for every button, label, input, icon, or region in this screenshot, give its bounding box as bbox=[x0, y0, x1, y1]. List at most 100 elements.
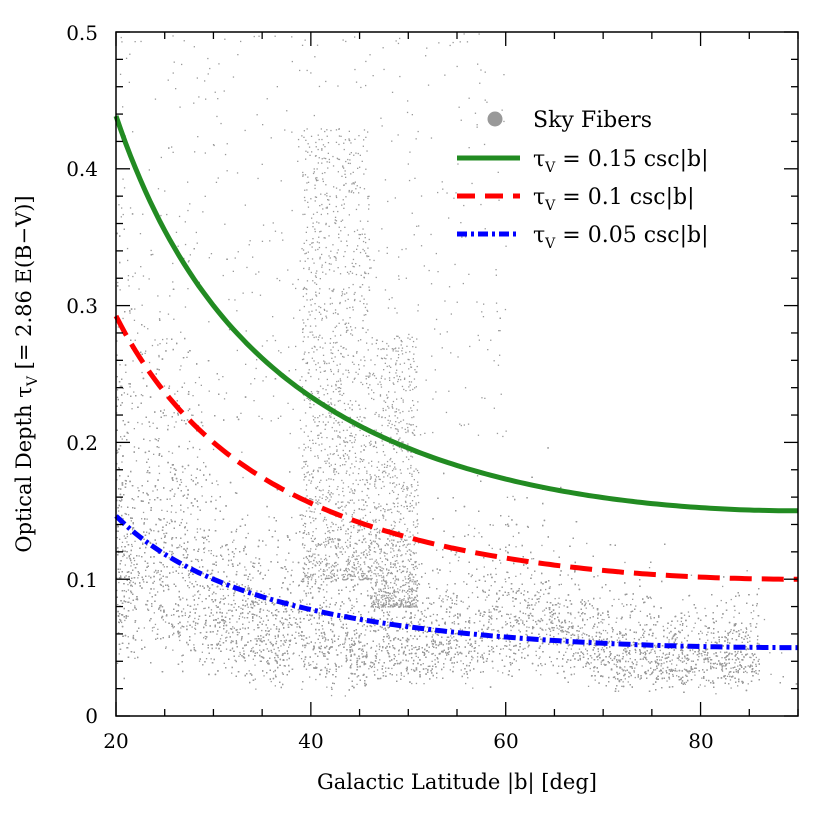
scatter-point bbox=[543, 593, 545, 595]
scatter-point bbox=[153, 530, 155, 532]
scatter-point bbox=[726, 675, 729, 677]
scatter-point bbox=[538, 657, 540, 660]
scatter-point bbox=[171, 545, 173, 547]
scatter-point bbox=[147, 608, 149, 610]
scatter-point bbox=[713, 637, 715, 639]
scatter-point bbox=[756, 605, 758, 607]
scatter-point bbox=[334, 662, 336, 665]
scatter-point bbox=[278, 650, 280, 652]
scatter-point bbox=[315, 548, 317, 550]
scatter-point bbox=[247, 598, 249, 600]
scatter-point bbox=[427, 665, 429, 667]
scatter-point bbox=[483, 566, 485, 568]
scatter-point bbox=[221, 555, 223, 557]
scatter-point bbox=[315, 678, 317, 681]
scatter-point bbox=[323, 636, 325, 638]
scatter-point bbox=[554, 598, 556, 600]
scatter-point bbox=[248, 670, 250, 672]
scatter-point bbox=[146, 518, 148, 520]
scatter-point bbox=[153, 571, 155, 573]
scatter-point bbox=[134, 540, 136, 542]
scatter-point bbox=[164, 190, 166, 192]
scatter-point bbox=[118, 510, 120, 512]
scatter-point bbox=[298, 654, 300, 657]
scatter-point bbox=[525, 563, 527, 565]
scatter-point bbox=[746, 637, 748, 640]
scatter-point bbox=[394, 655, 396, 658]
scatter-point bbox=[692, 653, 694, 655]
scatter-point bbox=[258, 616, 261, 618]
scatter-point bbox=[444, 658, 447, 660]
scatter-point bbox=[254, 638, 256, 640]
scatter-point bbox=[746, 628, 748, 630]
scatter-point bbox=[251, 648, 253, 650]
scatter-point bbox=[350, 609, 352, 612]
scatter-point bbox=[125, 590, 127, 593]
scatter-point bbox=[305, 595, 308, 597]
scatter-point bbox=[402, 584, 404, 587]
scatter-points bbox=[116, 33, 798, 697]
scatter-point bbox=[210, 550, 212, 552]
scatter-point bbox=[316, 500, 319, 503]
scatter-point bbox=[233, 599, 235, 602]
scatter-point bbox=[451, 637, 453, 639]
scatter-point bbox=[423, 615, 425, 617]
scatter-point bbox=[388, 634, 390, 637]
scatter-point bbox=[120, 436, 122, 438]
scatter-point bbox=[685, 675, 688, 677]
scatter-point bbox=[624, 678, 626, 680]
scatter-point bbox=[497, 670, 499, 672]
scatter-point bbox=[681, 612, 683, 614]
scatter-point bbox=[428, 651, 430, 653]
scatter-point bbox=[328, 606, 331, 608]
scatter-point bbox=[204, 635, 206, 638]
scatter-point bbox=[142, 511, 145, 514]
scatter-point bbox=[385, 670, 387, 673]
scatter-point bbox=[151, 627, 154, 629]
scatter-point bbox=[551, 626, 553, 629]
scatter-point bbox=[190, 474, 193, 476]
scatter-point bbox=[652, 648, 654, 650]
scatter-point bbox=[258, 626, 260, 629]
scatter-point bbox=[304, 646, 306, 649]
scatter-point bbox=[577, 634, 579, 636]
scatter-point bbox=[350, 646, 353, 648]
scatter-point bbox=[116, 530, 118, 532]
scatter-point bbox=[119, 619, 122, 621]
scatter-point bbox=[481, 637, 483, 640]
scatter-point bbox=[324, 640, 326, 642]
scatter-point bbox=[502, 672, 504, 674]
scatter-point bbox=[259, 644, 261, 646]
scatter-point bbox=[471, 659, 473, 661]
scatter-point bbox=[473, 647, 475, 649]
scatter-point bbox=[508, 515, 510, 517]
scatter-point bbox=[368, 668, 370, 670]
scatter-point bbox=[349, 644, 351, 646]
scatter-point bbox=[271, 651, 273, 653]
scatter-point bbox=[721, 670, 724, 672]
scatter-point bbox=[172, 624, 174, 626]
scatter-point bbox=[396, 630, 398, 632]
scatter-point bbox=[283, 640, 285, 642]
scatter-point bbox=[123, 535, 125, 537]
scatter-point bbox=[544, 614, 546, 616]
scatter-point bbox=[322, 628, 324, 630]
scatter-point bbox=[164, 621, 167, 623]
scatter-point bbox=[447, 648, 450, 651]
scatter-point bbox=[453, 639, 455, 642]
scatter-point bbox=[736, 652, 739, 654]
scatter-point bbox=[330, 597, 333, 599]
scatter-point bbox=[144, 352, 146, 354]
scatter-point bbox=[528, 626, 530, 629]
scatter-point bbox=[267, 596, 269, 598]
scatter-point bbox=[625, 628, 627, 630]
scatter-point bbox=[424, 609, 426, 612]
scatter-point bbox=[156, 489, 158, 491]
scatter-point bbox=[378, 607, 380, 610]
scatter-point bbox=[613, 663, 615, 665]
scatter-point bbox=[531, 574, 533, 576]
scatter-point bbox=[425, 668, 427, 670]
scatter-point bbox=[316, 663, 318, 665]
scatter-point bbox=[233, 553, 235, 555]
scatter-point bbox=[375, 657, 377, 659]
